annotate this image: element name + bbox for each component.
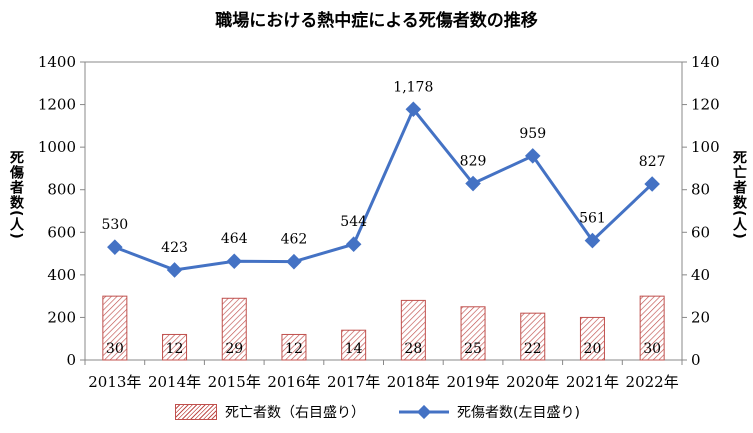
- y-left-tick-label: 1200: [38, 96, 76, 114]
- chart-title: 職場における熱中症による死傷者数の推移: [215, 11, 538, 31]
- x-tick-label: 2013年: [88, 373, 141, 391]
- line-marker: [286, 253, 302, 270]
- legend-item-casualties: 死傷者数(左目盛り): [399, 402, 580, 422]
- line-marker: [524, 148, 541, 164]
- y-axis-right-label: 死亡者数(人): [731, 150, 747, 240]
- legend-line-swatch: [399, 405, 449, 419]
- line-marker: [584, 232, 601, 249]
- legend-label-casualties: 死傷者数(左目盛り): [457, 405, 580, 421]
- y-right-tick-label: 140: [691, 53, 720, 71]
- y-left-tick-label: 0: [66, 351, 76, 369]
- legend-label-deaths: 死亡者数（右目盛り）: [225, 405, 365, 421]
- line-marker: [166, 262, 183, 278]
- y-right-tick-label: 0: [691, 351, 701, 369]
- line-data-label: 423: [161, 240, 188, 256]
- y-left-tick-label: 200: [47, 308, 76, 326]
- bar-deaths: [102, 295, 128, 361]
- bar-data-label: 12: [285, 341, 303, 357]
- y-right-tick-label: 80: [691, 181, 710, 199]
- x-tick-label: 2019年: [446, 373, 499, 391]
- line-data-label: 829: [460, 154, 487, 170]
- bar-data-label: 12: [166, 341, 184, 357]
- x-tick-label: 2016年: [267, 373, 320, 391]
- y-left-tick-label: 1400: [38, 53, 76, 71]
- legend: 死亡者数（右目盛り） 死傷者数(左目盛り): [175, 402, 614, 422]
- bar-data-label: 25: [464, 341, 482, 357]
- bar-deaths: [460, 306, 486, 361]
- line-marker: [465, 175, 481, 192]
- bar-deaths: [579, 316, 605, 361]
- x-tick-label: 2018年: [387, 373, 440, 391]
- line-marker: [226, 253, 243, 270]
- bar-data-label: 30: [643, 341, 661, 357]
- y-right-tick-label: 100: [691, 138, 720, 156]
- legend-bar-swatch: [175, 404, 217, 420]
- y-right-tick-label: 120: [691, 96, 720, 114]
- bar-data-label: 22: [524, 341, 542, 357]
- bar-deaths: [341, 329, 367, 361]
- x-tick-label: 2015年: [208, 373, 261, 391]
- line-data-label: 544: [340, 214, 367, 230]
- y-axis-left-label: 死傷者数(人): [8, 150, 24, 240]
- bar-deaths: [221, 297, 247, 361]
- bar-deaths: [400, 299, 426, 361]
- line-marker: [644, 176, 660, 192]
- bar-data-label: 30: [106, 341, 124, 357]
- bar-deaths: [639, 295, 665, 361]
- x-tick-label: 2022年: [626, 373, 679, 391]
- y-left-tick-label: 1000: [38, 138, 76, 156]
- line-data-label: 462: [281, 232, 308, 248]
- x-tick-label: 2014年: [148, 373, 201, 391]
- bar-data-label: 29: [225, 341, 243, 357]
- x-tick-label: 2021年: [566, 373, 619, 391]
- y-left-tick-label: 400: [47, 266, 76, 284]
- line-data-label: 959: [519, 126, 546, 142]
- line-data-label: 561: [579, 211, 606, 227]
- line-data-label: 464: [221, 231, 248, 247]
- bar-data-label: 14: [345, 341, 363, 357]
- x-tick-label: 2017年: [327, 373, 380, 391]
- bar-deaths: [281, 333, 307, 361]
- y-right-tick-label: 20: [691, 308, 710, 326]
- bar-deaths: [520, 312, 546, 361]
- line-casualties: [114, 106, 654, 272]
- y-right-tick-label: 40: [691, 266, 710, 284]
- bar-data-label: 28: [404, 341, 422, 357]
- x-tick-label: 2020年: [506, 373, 559, 391]
- y-left-tick-label: 600: [47, 223, 76, 241]
- line-data-label: 827: [639, 154, 666, 170]
- line-marker: [107, 239, 123, 255]
- line-data-label: 1,178: [393, 79, 433, 95]
- line-marker: [345, 236, 362, 252]
- legend-item-deaths: 死亡者数（右目盛り）: [175, 402, 365, 422]
- bar-deaths: [162, 333, 188, 361]
- line-data-label: 530: [101, 217, 128, 233]
- y-left-tick-label: 800: [47, 181, 76, 199]
- y-right-tick-label: 60: [691, 223, 710, 241]
- bar-data-label: 20: [584, 341, 602, 357]
